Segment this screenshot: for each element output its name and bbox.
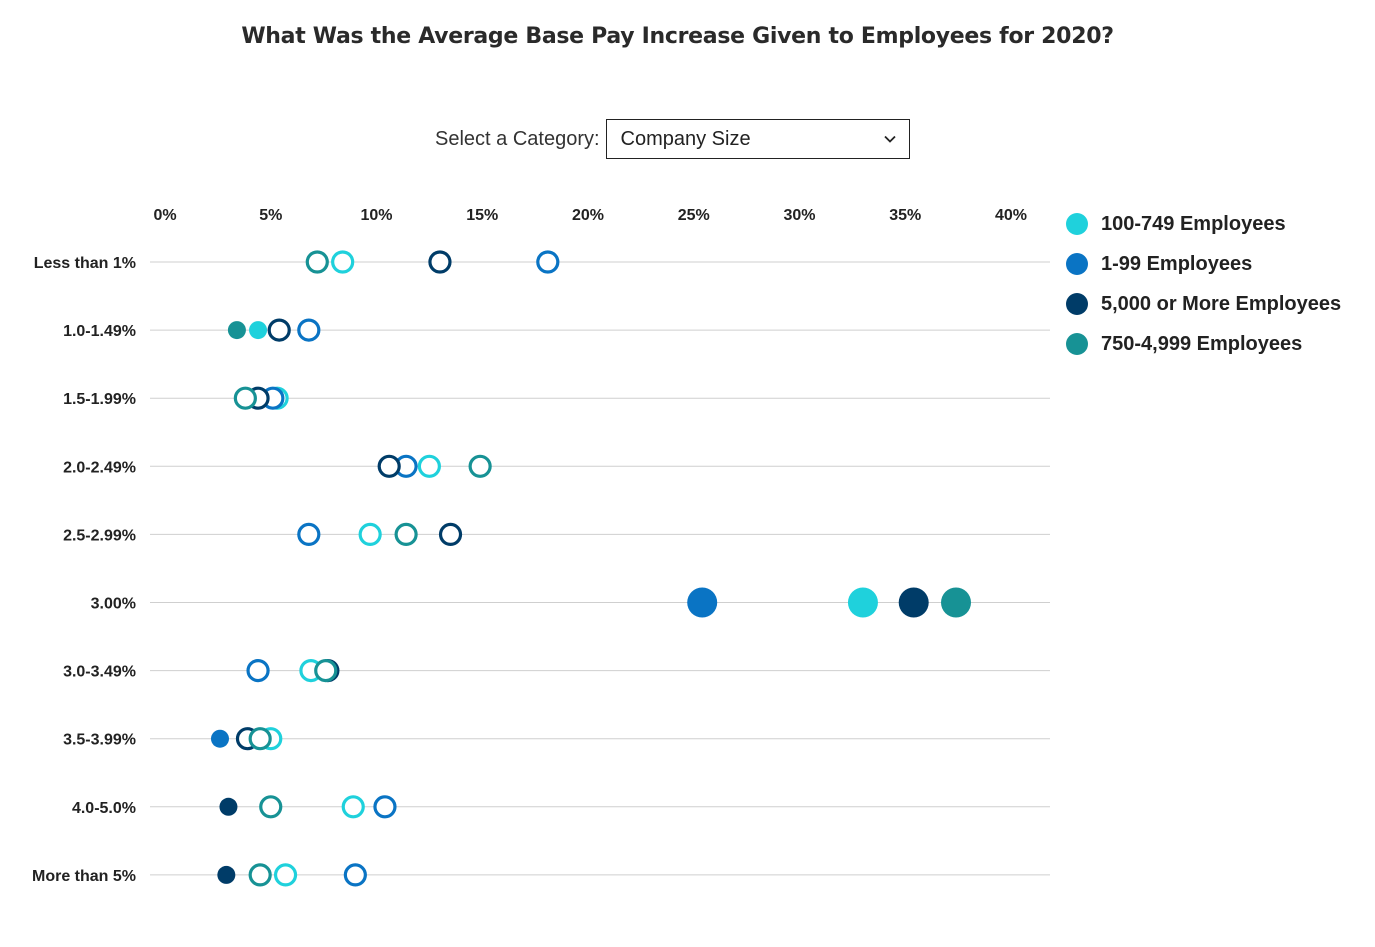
data-point[interactable] (248, 727, 272, 751)
data-point[interactable] (428, 250, 452, 274)
category-label: 2.0-2.49% (63, 459, 136, 476)
x-tick-label: 20% (572, 207, 604, 224)
dot-plot: 0% 5% 10% 15% 20% 25% 30% 35% 40% Less than 1% 1.… (32, 207, 1050, 887)
category-label: 3.5-3.99% (63, 732, 136, 749)
data-point[interactable] (438, 522, 463, 547)
chevron-down-icon (883, 135, 896, 143)
legend-label: 5,000 or More Employees (1101, 292, 1342, 315)
x-tick-label: 10% (360, 207, 392, 224)
data-point[interactable] (248, 863, 272, 887)
category-label: 1.0-1.49% (63, 323, 136, 340)
legend-item[interactable]: 5,000 or More Employees (1066, 284, 1341, 324)
legend-swatch (1066, 253, 1088, 275)
chart-title: What Was the Average Base Pay Increase G… (241, 24, 1114, 49)
data-point[interactable] (468, 454, 492, 478)
data-point[interactable] (394, 522, 418, 547)
y-axis-labels: Less than 1% 1.0-1.49% 1.5-1.99% 2.0-2.49% 2… (32, 255, 136, 885)
data-point[interactable] (377, 454, 401, 478)
data-point[interactable] (297, 522, 321, 547)
data-point[interactable] (341, 795, 365, 819)
x-axis-ticks: 0% 5% 10% 15% 20% 25% 30% 35% 40% (153, 207, 1027, 224)
category-label: More than 5% (32, 868, 136, 885)
category-select[interactable]: Company Size (605, 119, 910, 159)
x-tick-label: 0% (153, 207, 176, 224)
x-tick-label: 5% (259, 207, 282, 224)
data-point[interactable] (249, 321, 268, 340)
data-points (210, 250, 972, 887)
data-point[interactable] (536, 250, 560, 274)
data-point[interactable] (305, 250, 329, 274)
category-select-value: Company Size (620, 127, 751, 150)
x-tick-label: 40% (995, 207, 1027, 224)
data-point[interactable] (297, 318, 321, 342)
data-point[interactable] (417, 454, 441, 478)
data-point[interactable] (217, 865, 236, 884)
legend-item[interactable]: 1-99 Employees (1066, 244, 1341, 284)
gridlines (150, 261, 1050, 876)
category-label: 4.0-5.0% (72, 800, 136, 817)
data-point[interactable] (314, 658, 338, 683)
data-point[interactable] (358, 522, 382, 547)
legend-swatch (1066, 213, 1088, 235)
data-point[interactable] (227, 321, 246, 340)
legend-swatch (1066, 293, 1088, 315)
x-tick-label: 30% (783, 207, 815, 224)
data-point[interactable] (847, 587, 878, 618)
category-label: 2.5-2.99% (63, 527, 136, 544)
x-tick-label: 35% (889, 207, 921, 224)
legend-label: 1-99 Employees (1101, 252, 1253, 275)
x-tick-label: 15% (466, 207, 498, 224)
category-selector: Select a Category: Company Size (435, 118, 910, 160)
data-point[interactable] (373, 795, 397, 819)
data-point[interactable] (941, 587, 972, 618)
x-tick-label: 25% (678, 207, 710, 224)
data-point[interactable] (331, 250, 355, 274)
legend-label: 750-4,999 Employees (1101, 332, 1303, 355)
data-point[interactable] (259, 795, 283, 819)
data-point[interactable] (246, 658, 270, 683)
data-point[interactable] (343, 863, 367, 887)
data-point[interactable] (898, 587, 929, 618)
category-label: 3.00% (91, 596, 136, 613)
legend-item[interactable]: 750-4,999 Employees (1066, 324, 1341, 364)
data-point[interactable] (273, 863, 298, 887)
data-point[interactable] (233, 386, 257, 410)
category-label: Less than 1% (34, 255, 136, 272)
data-point[interactable] (219, 797, 238, 816)
category-label: Select a Category: (435, 127, 600, 150)
category-label: 1.5-1.99% (63, 391, 136, 408)
legend-item[interactable]: 100-749 Employees (1066, 204, 1341, 244)
legend: 100-749 Employees 1-99 Employees 5,000 or … (1066, 204, 1341, 364)
data-point[interactable] (210, 729, 229, 748)
data-point[interactable] (687, 587, 718, 618)
category-label: 3.0-3.49% (63, 664, 136, 681)
legend-label: 100-749 Employees (1101, 212, 1286, 235)
legend-swatch (1066, 333, 1088, 355)
data-point[interactable] (267, 318, 291, 342)
